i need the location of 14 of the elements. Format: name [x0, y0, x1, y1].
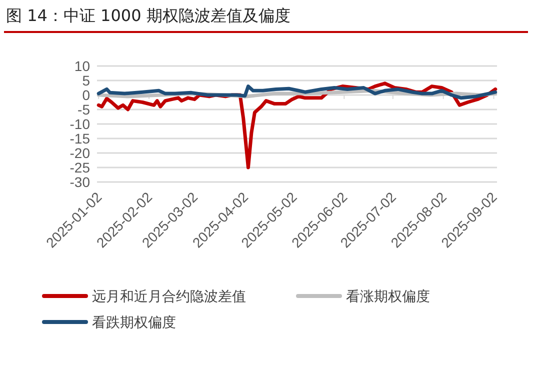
y-tick-label: 5 [82, 72, 90, 88]
line-series [96, 84, 498, 100]
legend-label: 看涨期权偏度 [346, 289, 430, 305]
y-tick-label: -30 [70, 174, 90, 190]
y-tick-label: -5 [78, 102, 90, 118]
legend-label: 远月和近月合约隐波差值 [92, 289, 246, 305]
y-tick-label: 0 [82, 87, 90, 103]
y-tick-label: -10 [70, 116, 90, 132]
y-tick-label: -15 [70, 130, 90, 146]
chart-title: 图 14：中证 1000 期权隐波差值及偏度 [6, 6, 290, 27]
legend-label: 看跌期权偏度 [92, 315, 176, 331]
y-tick-label: -25 [70, 160, 90, 176]
y-tick-label: 10 [74, 58, 90, 74]
y-tick-label: -20 [70, 145, 90, 161]
